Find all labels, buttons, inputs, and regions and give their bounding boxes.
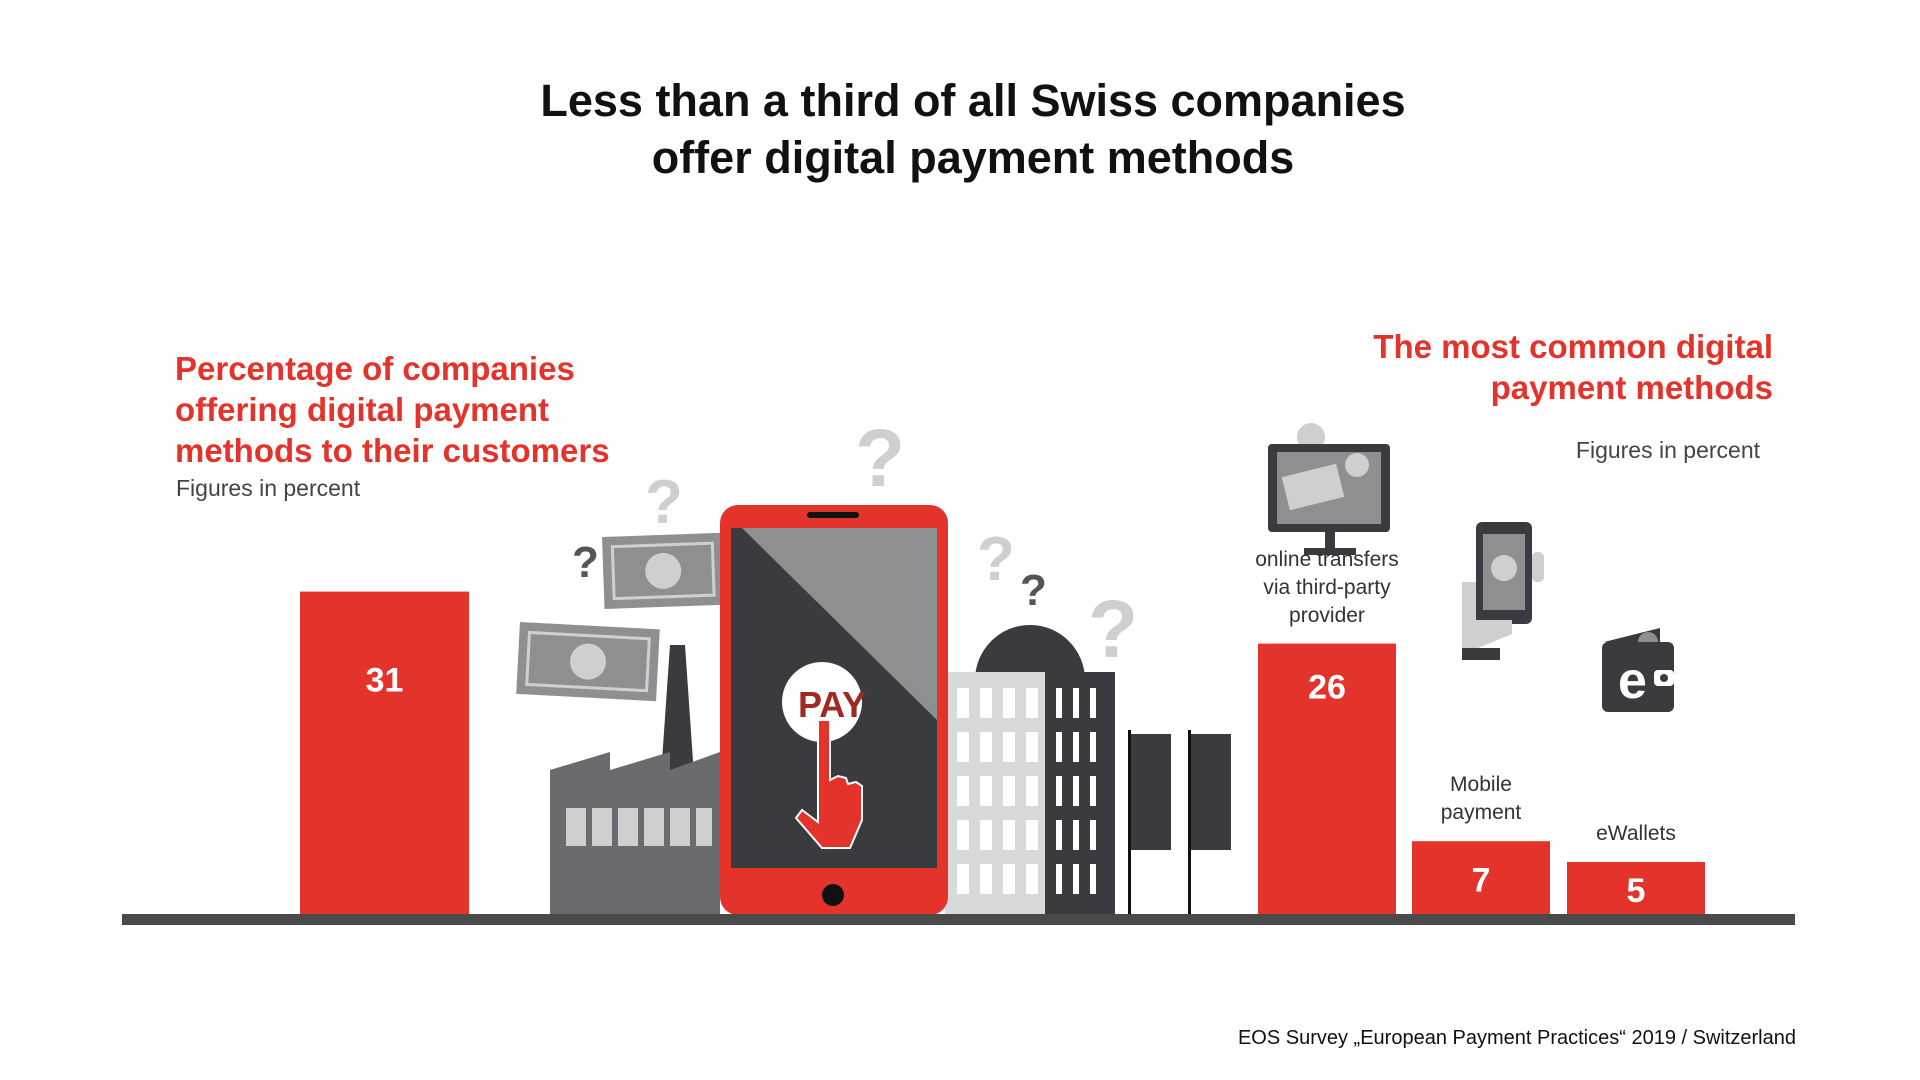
category-label: online transfers via third-party provider <box>1255 546 1399 630</box>
category-label: eWallets <box>1596 820 1676 848</box>
left-chart-subtitle: Figures in percent <box>176 475 361 501</box>
left-heading-line: Percentage of companies <box>175 350 575 387</box>
question-mark-icon: ? <box>977 525 1015 594</box>
category-label: Mobile payment <box>1441 771 1522 827</box>
bar <box>1567 862 1705 914</box>
category-label-line: via third-party <box>1263 575 1391 599</box>
right-heading-line: The most common digital <box>1373 328 1773 365</box>
source-note: EOS Survey „European Payment Practices“ … <box>1237 1027 1796 1049</box>
monitor-icon <box>1268 423 1390 555</box>
baseline <box>122 914 1795 925</box>
question-mark-icon: ? <box>1020 566 1047 615</box>
chart-title: Less than a third of all Swiss companies… <box>0 72 1920 186</box>
question-mark-icon: ? <box>645 468 683 537</box>
left-heading-line: offering digital payment <box>175 391 550 428</box>
right-chart-heading: The most common digital payment methods <box>1373 326 1773 408</box>
category-label-line: payment <box>1440 801 1522 825</box>
right-heading-line: payment methods <box>1490 369 1773 406</box>
bar <box>1412 841 1550 914</box>
left-heading-line: methods to their customers <box>175 432 610 469</box>
building-icon <box>945 625 1115 918</box>
smartphone-icon: PAY <box>720 505 948 915</box>
phone-in-hand-icon <box>1462 522 1544 660</box>
left-chart-heading: Percentage of companies offering digital… <box>175 348 610 471</box>
bar <box>1258 643 1396 914</box>
pointing-hand-icon <box>794 719 863 849</box>
svg-text:e: e <box>1618 652 1647 710</box>
flag-icon <box>1128 730 1231 916</box>
bar-value-label: 7 <box>1472 862 1491 900</box>
banknote-icon <box>516 622 660 702</box>
banknote-icon <box>602 532 725 609</box>
wallet-icon: e <box>1602 628 1674 712</box>
bar-value-label: 26 <box>1308 669 1346 707</box>
title-line-2: offer digital payment methods <box>651 132 1295 183</box>
category-label-line: online transfers <box>1255 547 1399 571</box>
question-mark-icon: ? <box>1088 584 1138 675</box>
bars-layer: 31 26 7 5 <box>300 591 1705 914</box>
category-label-line: provider <box>1289 603 1365 627</box>
bar-value-label: 31 <box>366 662 404 700</box>
bar-value-label: 5 <box>1627 872 1646 910</box>
pay-button-label: PAY <box>798 684 866 725</box>
question-mark-icon: ? <box>572 538 599 587</box>
category-label-line: eWallets <box>1596 822 1676 845</box>
right-chart-subtitle: Figures in percent <box>1575 437 1760 463</box>
title-line-1: Less than a third of all Swiss companies <box>540 75 1406 126</box>
category-label-line: Mobile <box>1450 773 1512 797</box>
question-mark-icon: ? <box>855 413 905 504</box>
factory-icon <box>550 645 720 916</box>
bar <box>300 591 469 914</box>
